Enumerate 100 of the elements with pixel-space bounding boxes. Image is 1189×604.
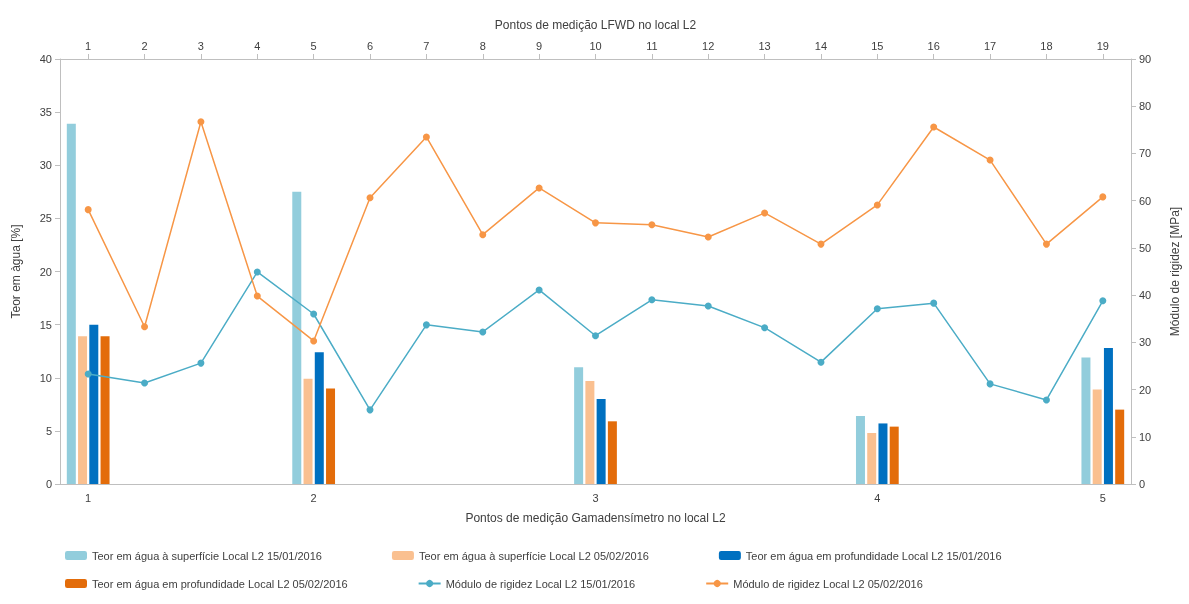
bar [878,423,888,484]
point [197,359,205,367]
point [930,299,938,307]
y-tick-label: 40 [39,53,52,65]
y-tick-label: 10 [39,371,52,384]
y2-tick-label: 10 [1139,430,1152,443]
bar [1081,357,1091,484]
y2-tick-label: 90 [1139,53,1152,65]
y2-tick-label: 80 [1139,100,1152,113]
legend-label: Teor em água em profundidade Local L2 05/02/2016 [92,577,348,590]
y2-tick-label: 20 [1139,383,1152,396]
y2-tick-label: 60 [1139,194,1152,207]
point [1042,240,1050,248]
point [366,194,374,202]
x2-tick-label: 4 [254,39,261,52]
bar [574,367,584,484]
bar [1115,409,1125,484]
bar [326,388,336,484]
y-tick-label: 20 [39,265,52,278]
bar [607,421,617,484]
bar [867,433,877,484]
point [1099,297,1107,305]
x2-tick-label: 10 [589,39,602,52]
point [253,268,261,276]
x2-tick-label: 9 [536,39,543,52]
x-tick-label: 1 [85,491,92,504]
point [761,324,769,332]
y2-tick-label: 50 [1139,241,1152,254]
x-tick-label: 4 [874,491,881,504]
bar [292,191,302,484]
point [535,286,543,294]
x2-tick-label: 8 [479,39,486,52]
bar [585,380,595,484]
x2-tick-label: 6 [366,39,374,52]
point [873,305,881,313]
y-tick-label: 0 [45,478,52,490]
point [761,209,769,217]
bar [89,324,99,484]
bar [855,416,865,484]
y2-axis-title: Módulo de rigidez [MPa] [1168,206,1182,337]
bar [66,123,76,484]
bar [889,426,899,484]
bar [303,378,313,484]
x-tick-label: 2 [310,491,317,504]
point [1042,396,1050,404]
point [141,379,149,387]
legend-label: Teor em água em profundidade Local L2 15/01/2016 [745,549,1002,562]
legend-label: Teor em água à superfície Local L2 05/02/2016 [418,549,649,562]
point [535,184,543,192]
x2-tick-label: 14 [814,39,828,52]
bar [314,352,324,484]
point [197,118,205,126]
point [310,337,318,345]
point [704,302,712,310]
point [422,133,430,141]
y2-tick-label: 30 [1139,336,1152,349]
x2-tick-label: 19 [1096,39,1109,52]
point [479,328,487,336]
point [648,221,656,229]
x2-tick-label: 2 [141,39,148,52]
x2-tick-label: 16 [927,39,940,52]
x2-tick-label: 15 [871,39,884,52]
y-tick-label: 30 [39,159,52,172]
point [648,296,656,304]
x2-tick-label: 1 [85,39,92,52]
x-tick-label: 5 [1099,491,1106,504]
point [253,292,261,300]
x2-tick-label: 17 [983,39,997,52]
point [1099,193,1107,201]
bar [78,336,88,484]
x2-tick-label: 3 [197,39,204,52]
x2-tick-label: 18 [1040,39,1053,52]
point [986,380,994,388]
bar [100,336,110,484]
point [704,233,712,241]
y-axis-title: Teor em àgua [%] [9,224,23,319]
y-tick-label: 25 [39,212,52,225]
x2-axis-title: Pontos de medição LFWD no local L2 [494,18,697,32]
y2-tick-label: 40 [1139,289,1152,302]
x2-tick-label: 5 [310,39,317,52]
point [592,219,599,227]
x-tick-label: 3 [592,491,599,504]
y2-tick-label: 70 [1139,147,1152,160]
point [873,201,881,209]
y-tick-label: 15 [39,318,52,331]
point [310,310,318,318]
y-tick-label: 35 [39,106,52,119]
bar [596,399,606,484]
point [141,323,149,331]
y-tick-label: 5 [45,424,52,437]
bar [1103,348,1113,484]
legend-label: Módulo de rigidez Local L2 15/01/2016 [445,577,636,590]
x2-tick-label: 11 [646,39,658,52]
point [84,206,92,214]
x2-tick-label: 7 [423,39,430,52]
x-axis-title: Pontos de medição Gamadensímetro no local L2 [465,511,726,525]
point [479,231,487,239]
y2-tick-label: 0 [1139,478,1146,490]
point [422,321,430,329]
legend-label: Teor em água à superfície Local L2 15/01/2016 [92,549,322,562]
